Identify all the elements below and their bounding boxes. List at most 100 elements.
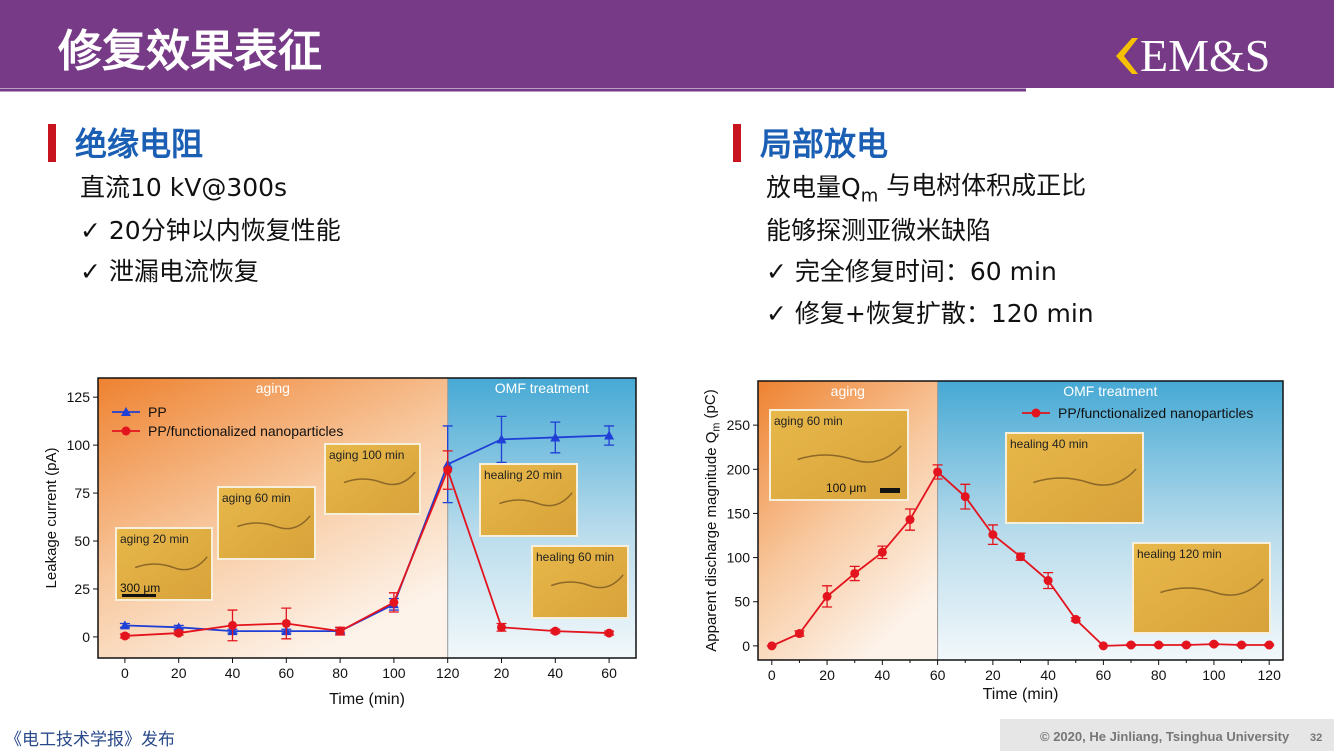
x-tick-label: 0 bbox=[121, 665, 129, 681]
x-tick-label: 120 bbox=[436, 665, 460, 681]
footer-copyright: © 2020, He Jinliang, Tsinghua University bbox=[1040, 729, 1290, 744]
chart: aging OMF treatment aging 20 min 300 μm agin… bbox=[43, 377, 637, 708]
marker bbox=[850, 568, 860, 578]
marker bbox=[228, 620, 237, 630]
inset-label: healing 60 min bbox=[536, 550, 614, 564]
y-tick-label: 25 bbox=[74, 581, 90, 597]
bullet-text: 放电量Qm 与电树体积成正比 bbox=[766, 171, 1086, 207]
bullet-text: ✓ 完全修复时间：60 min bbox=[766, 257, 1057, 286]
inset-label: aging 60 min bbox=[774, 414, 843, 428]
inset-tree bbox=[1160, 578, 1264, 596]
y-tick-label: 100 bbox=[727, 550, 751, 566]
y-tick-label: 125 bbox=[67, 389, 91, 405]
marker bbox=[173, 622, 184, 632]
inset-tree bbox=[343, 471, 416, 486]
region-label: aging bbox=[831, 383, 865, 399]
region-label: OMF treatment bbox=[495, 380, 589, 396]
x-tick-label: 120 bbox=[1258, 667, 1282, 683]
y-tick-label: 200 bbox=[727, 461, 751, 477]
legend-label: PP/functionalized nanoparticles bbox=[148, 423, 343, 439]
marker bbox=[1043, 576, 1053, 586]
series-line bbox=[124, 467, 610, 637]
y-axis-label: Apparent discharge magnitude Qm (pC) bbox=[702, 389, 723, 651]
marker bbox=[933, 467, 943, 477]
inset-label: aging 100 min bbox=[329, 448, 404, 462]
x-tick-label: 40 bbox=[1040, 667, 1056, 683]
y-axis-label-part: m bbox=[710, 423, 722, 432]
marker bbox=[905, 515, 915, 525]
x-tick-label: 60 bbox=[930, 667, 946, 683]
marker bbox=[119, 620, 130, 630]
y-tick-label: 50 bbox=[734, 594, 750, 610]
y-tick-label: 150 bbox=[727, 505, 751, 521]
y-tick-label: 0 bbox=[742, 638, 750, 654]
chart: aging OMF treatment aging 60 min 100 μm heal… bbox=[702, 380, 1284, 703]
marker bbox=[1126, 640, 1136, 650]
bullet-text-part: 与电树体积成正比 bbox=[878, 171, 1086, 200]
inset-label: aging 20 min bbox=[120, 532, 189, 546]
bullet-text-part: m bbox=[861, 185, 879, 206]
plot-frame bbox=[97, 377, 637, 659]
marker bbox=[389, 597, 399, 607]
inset-label: healing 20 min bbox=[484, 468, 562, 482]
marker bbox=[877, 547, 887, 557]
marker bbox=[1071, 614, 1081, 624]
marker bbox=[281, 618, 291, 628]
marker bbox=[794, 629, 804, 639]
y-tick-label: 250 bbox=[727, 417, 751, 433]
x-tick-label: 40 bbox=[225, 665, 241, 681]
x-tick-label: 60 bbox=[279, 665, 295, 681]
x-axis-label: Time (min) bbox=[983, 686, 1059, 703]
inset-image bbox=[1005, 432, 1144, 524]
inset-label: aging 60 min bbox=[222, 491, 291, 505]
x-tick-label: 20 bbox=[819, 667, 835, 683]
marker bbox=[1181, 640, 1191, 650]
marker bbox=[550, 432, 561, 442]
bullet-text-part: ✓ 完全修复时间：60 min bbox=[766, 257, 1057, 286]
y-tick-label: 0 bbox=[82, 629, 90, 645]
marker bbox=[335, 626, 345, 636]
bullet-text: 直流10 kV@300s bbox=[80, 173, 287, 202]
inset-image bbox=[324, 443, 421, 515]
bullet-text-part: ✓ 修复+恢复扩散：120 min bbox=[766, 299, 1094, 328]
x-tick-label: 100 bbox=[1202, 667, 1226, 683]
header-bar bbox=[0, 0, 1334, 88]
marker bbox=[1016, 552, 1025, 562]
marker bbox=[121, 407, 131, 416]
section-marker bbox=[48, 124, 56, 162]
bullet-text: 能够探测亚微米缺陷 bbox=[766, 216, 991, 245]
section-heading: 局部放电 bbox=[760, 125, 888, 163]
inset-image bbox=[479, 463, 578, 537]
marker bbox=[497, 622, 506, 632]
y-axis-label-part: (pC) bbox=[702, 389, 719, 422]
inset-tree bbox=[797, 445, 902, 463]
bullet-text: ✓ 修复+恢复扩散：120 min bbox=[766, 299, 1094, 328]
marker bbox=[604, 628, 614, 638]
bullet-text: ✓ 20分钟以内恢复性能 bbox=[80, 216, 341, 245]
bullet-text-part: 能够探测亚微米缺陷 bbox=[766, 216, 991, 245]
marker bbox=[960, 492, 970, 502]
x-tick-label: 80 bbox=[1151, 667, 1167, 683]
marker bbox=[1264, 640, 1274, 650]
inset-tree bbox=[550, 574, 624, 589]
bullet-text-part: 直流10 kV@300s bbox=[80, 173, 287, 202]
x-tick-label: 20 bbox=[171, 665, 187, 681]
marker bbox=[550, 626, 560, 636]
marker bbox=[496, 434, 507, 444]
section-marker bbox=[733, 124, 741, 162]
inset-image bbox=[769, 409, 909, 501]
x-tick-label: 60 bbox=[601, 665, 617, 681]
y-tick-label: 75 bbox=[74, 485, 90, 501]
x-tick-label: 60 bbox=[1096, 667, 1112, 683]
inset-image bbox=[115, 527, 213, 601]
slide-title: 修复效果表征 bbox=[58, 26, 322, 77]
marker bbox=[120, 631, 130, 641]
marker bbox=[604, 430, 615, 440]
marker bbox=[767, 641, 777, 651]
marker bbox=[1154, 640, 1164, 650]
inset-tree bbox=[1033, 468, 1137, 486]
bullet-text-part: ✓ 泄漏电流恢复 bbox=[80, 257, 259, 286]
y-tick-label: 50 bbox=[74, 533, 90, 549]
x-tick-label: 20 bbox=[494, 665, 510, 681]
